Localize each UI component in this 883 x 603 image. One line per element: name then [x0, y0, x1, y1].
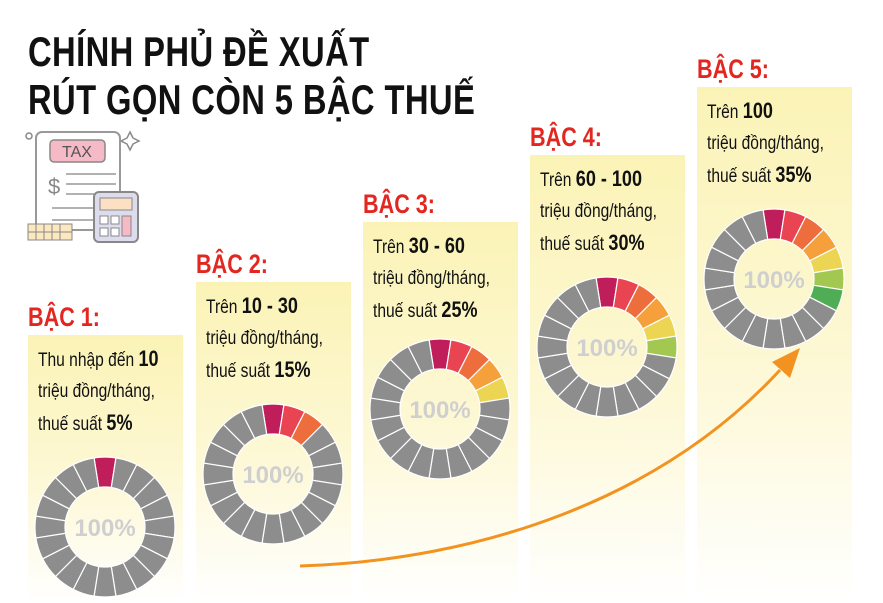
desc-text: Trên [540, 170, 576, 191]
donut-segment-empty [72, 457, 100, 493]
donut-segment-empty [574, 277, 602, 313]
title-line-1: CHÍNH PHỦ ĐỀ XUẤT [28, 28, 370, 75]
income-range: 10 - 30 [241, 293, 298, 318]
desc-text: Trên [206, 297, 242, 318]
desc-rate-label: thuế suất [373, 301, 442, 322]
desc-rate-label: thuế suất [206, 361, 275, 382]
donut-center-label: 100% [409, 397, 470, 424]
tier-label: BẬC 2: [196, 249, 269, 279]
donut-segment-empty [741, 209, 769, 245]
desc-rate-label: thuế suất [38, 414, 107, 435]
tier-label: BẬC 3: [363, 189, 436, 219]
tier-label: BẬC 5: [697, 54, 770, 84]
donut-segment-empty [407, 339, 435, 375]
rate-donut: 100% [536, 276, 678, 418]
tier-panel: Trên 10 - 30 triệu đồng/tháng, thuế suất… [196, 282, 351, 603]
desc-text: Trên [373, 237, 409, 258]
desc-unit: triệu đồng/tháng, [707, 133, 824, 154]
svg-text:$: $ [48, 174, 60, 199]
tax-document-calculator-icon: TAX $ [25, 130, 141, 243]
desc-unit: triệu đồng/tháng, [373, 268, 490, 289]
tier-panel: Thu nhập đến 10 triệu đồng/tháng, thuế s… [28, 335, 183, 603]
tier-description: Thu nhập đến 10 triệu đồng/tháng, thuế s… [38, 343, 159, 440]
income-range: 100 [742, 98, 773, 123]
income-range: 30 - 60 [408, 233, 465, 258]
desc-unit: triệu đồng/tháng, [206, 328, 323, 349]
title-line-2: RÚT GỌN CÒN 5 BẬC THUẾ [28, 76, 476, 123]
donut-center-label: 100% [74, 515, 135, 542]
desc-rate-label: thuế suất [540, 234, 609, 255]
donut-segment-empty [240, 404, 268, 440]
rate-donut: 100% [703, 208, 845, 350]
donut-center-label: 100% [242, 462, 303, 489]
desc-unit: triệu đồng/tháng, [540, 201, 657, 222]
income-range: 60 - 100 [575, 166, 642, 191]
tier-label: BẬC 1: [28, 302, 101, 332]
tier-description: Trên 100 triệu đồng/tháng, thuế suất 35% [707, 95, 824, 192]
tier-panel: Trên 60 - 100 triệu đồng/tháng, thuế suấ… [530, 155, 685, 603]
rate-donut: 100% [34, 456, 176, 598]
tax-rate: 30% [608, 230, 645, 255]
tax-rate: 5% [106, 410, 133, 435]
tier-description: Trên 60 - 100 triệu đồng/tháng, thuế suấ… [540, 163, 657, 260]
tax-rate: 25% [441, 297, 478, 322]
tax-rate: 15% [274, 357, 311, 382]
donut-center-label: 100% [743, 267, 804, 294]
donut-center-label: 100% [576, 335, 637, 362]
tier-description: Trên 10 - 30 triệu đồng/tháng, thuế suất… [206, 290, 323, 387]
desc-text: Trên [707, 102, 743, 123]
tax-rate: 35% [775, 162, 812, 187]
rate-donut: 100% [202, 403, 344, 545]
tax-label: TAX [62, 144, 92, 161]
desc-rate-label: thuế suất [707, 166, 776, 187]
desc-text: Thu nhập đến [38, 350, 139, 371]
income-range: 10 [138, 346, 159, 371]
tier-description: Trên 30 - 60 triệu đồng/tháng, thuế suất… [373, 230, 490, 327]
rate-donut: 100% [369, 338, 511, 480]
tier-panel: Trên 100 triệu đồng/tháng, thuế suất 35%… [697, 87, 852, 603]
tier-label: BẬC 4: [530, 122, 603, 152]
desc-unit: triệu đồng/tháng, [38, 381, 155, 402]
tier-panel: Trên 30 - 60 triệu đồng/tháng, thuế suất… [363, 222, 518, 603]
